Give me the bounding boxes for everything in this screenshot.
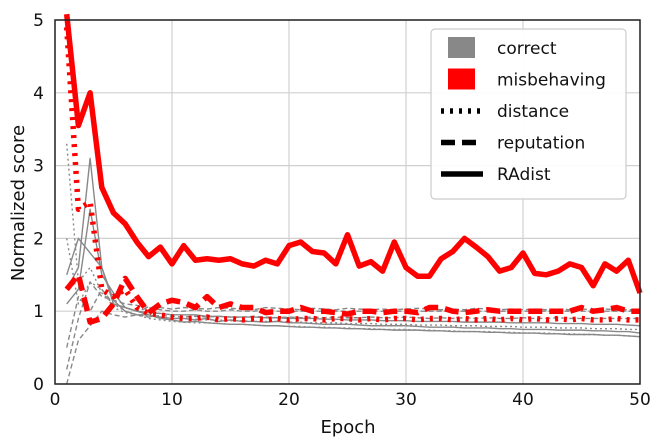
series-line-misbehaving-solid — [63, 13, 643, 294]
x-tick-label: 0 — [50, 390, 61, 410]
x-tick-label: 50 — [629, 390, 651, 410]
y-tick-label: 2 — [33, 229, 44, 249]
legend-label-RAdist: RAdist — [497, 165, 551, 185]
series-layer — [63, 13, 643, 385]
legend-label-reputation: reputation — [497, 134, 585, 154]
legend-label-misbehaving: misbehaving — [497, 71, 606, 91]
y-tick-label: 0 — [33, 375, 44, 395]
legend-swatch-correct — [448, 37, 475, 58]
axis-ticks: 0 10 20 30 40 50 0 1 2 3 4 5 — [33, 11, 651, 410]
legend-label-correct: correct — [497, 39, 557, 59]
x-tick-label: 10 — [161, 390, 183, 410]
series-line-correct-dashed — [66, 281, 640, 370]
x-tick-label: 30 — [395, 390, 417, 410]
x-tick-label: 20 — [278, 390, 300, 410]
series-line-misbehaving-dashed — [64, 272, 640, 325]
y-tick-label: 3 — [33, 157, 44, 177]
plot-frame — [54, 19, 641, 385]
x-tick-label: 40 — [512, 390, 534, 410]
y-tick-label: 4 — [33, 84, 44, 104]
legend: correct misbehaving distance reputation RAdi… — [430, 28, 627, 200]
legend-box — [430, 28, 627, 200]
x-axis-title: Epoch — [320, 417, 375, 438]
legend-label-distance: distance — [497, 102, 569, 122]
series-line-correct-dotted — [66, 143, 641, 338]
legend-swatch-misbehaving — [448, 68, 475, 90]
y-axis-title: Normalized score — [8, 125, 29, 281]
y-tick-label: 1 — [33, 302, 44, 322]
series-line-misbehaving-dotted — [63, 27, 640, 323]
y-tick-label: 5 — [33, 11, 44, 31]
